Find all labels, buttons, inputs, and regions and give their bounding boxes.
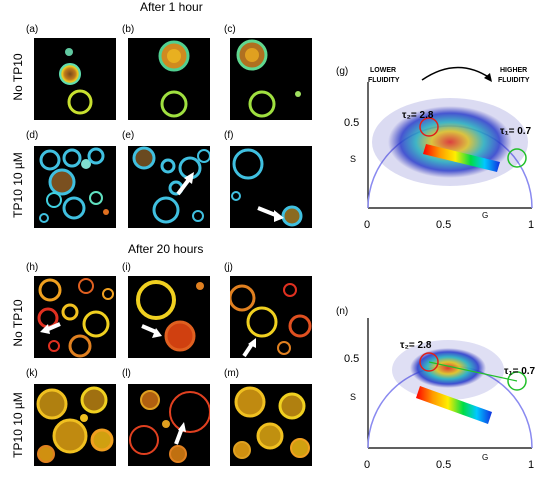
top-row2-label: TP10 10 µM <box>11 152 25 218</box>
panel-label-b: (b) <box>122 24 135 35</box>
phasor-n-label: (n) <box>336 306 348 317</box>
panel-label-i: (i) <box>122 262 131 273</box>
phasor-n-x-tick-1: 0.5 <box>436 459 451 471</box>
phasor-n-x-tick-2: 1 <box>528 459 534 471</box>
micrograph-a <box>34 38 116 120</box>
micrograph-h <box>34 276 116 358</box>
lower-fluidity-line2: FLUIDITY <box>368 77 400 84</box>
bottom-row2-label: TP10 10 µM <box>11 392 25 458</box>
tau1-circle-g <box>507 148 527 168</box>
trajectory-line-n <box>428 361 518 382</box>
micrograph-d <box>34 146 116 228</box>
fluidity-arrow <box>421 66 491 81</box>
higher-fluidity-line1: HIGHER <box>500 67 527 74</box>
tau1-circle-n <box>507 371 527 391</box>
micrograph-b <box>128 38 210 120</box>
micrograph-f <box>230 146 312 228</box>
panel-label-k: (k) <box>26 368 38 379</box>
phasor-g-x-tick-2: 1 <box>528 219 534 231</box>
top-section-title: After 1 hour <box>140 0 203 14</box>
panel-label-c: (c) <box>224 24 236 35</box>
micrograph-l <box>128 384 210 466</box>
panel-label-a: (a) <box>26 24 39 35</box>
phasor-g-x-tick-0: 0 <box>364 219 370 231</box>
higher-fluidity-line2: FLUIDITY <box>498 77 530 84</box>
tau1-label-g: τ₁= 0.7 <box>500 126 532 137</box>
phasor-n-y-axis-label: S <box>350 392 356 402</box>
micrograph-k <box>34 384 116 466</box>
panel-label-h: (h) <box>26 262 39 273</box>
tau1-label-n: τ₁= 0.7 <box>504 366 536 377</box>
panel-label-f: (f) <box>224 130 234 141</box>
bottom-section-title: After 20 hours <box>128 242 204 256</box>
micrograph-j <box>230 276 312 358</box>
phasor-n-x-axis-label: G <box>482 453 488 462</box>
tau2-circle-g <box>419 117 439 137</box>
phasor-g-label: (g) <box>336 66 348 77</box>
bottom-row1-label: No TP10 <box>11 299 25 347</box>
micrograph-c <box>230 38 312 120</box>
panel-label-d: (d) <box>26 130 39 141</box>
top-row1-label: No TP10 <box>11 53 25 101</box>
phasor-n-x-tick-0: 0 <box>364 459 370 471</box>
phasor-g-x-axis-label: G <box>482 211 488 220</box>
micrograph-e <box>128 146 210 228</box>
tau2-label-n: τ₂= 2.8 <box>400 340 432 351</box>
phasor-n-y-tick: 0.5 <box>344 353 359 365</box>
phasor-cloud-n <box>410 348 486 388</box>
panel-label-e: (e) <box>122 130 135 141</box>
lifetime-gradient-bar-n <box>416 386 492 424</box>
tau2-circle-n <box>419 352 439 372</box>
phasor-plot-n: (n) 0.5 S 0 0.5 1 G τ₂= 2.8 τ₁= 0.7 <box>332 300 550 478</box>
phasor-plot-g: (g) LOWER FLUIDITY HIGHER FLUIDITY 0.5 S… <box>332 60 550 238</box>
phasor-g-y-axis-label: S <box>350 154 356 164</box>
panel-label-l: (l) <box>122 368 131 379</box>
micrograph-i <box>128 276 210 358</box>
lower-fluidity-line1: LOWER <box>370 67 396 74</box>
phasor-g-x-tick-1: 0.5 <box>436 219 451 231</box>
phasor-g-y-tick: 0.5 <box>344 117 359 129</box>
panel-label-j: (j) <box>224 262 233 273</box>
panel-label-m: (m) <box>224 368 239 379</box>
lifetime-gradient-bar-g <box>423 144 500 172</box>
tau2-label-g: τ₂= 2.8 <box>402 110 434 121</box>
micrograph-m <box>230 384 312 466</box>
